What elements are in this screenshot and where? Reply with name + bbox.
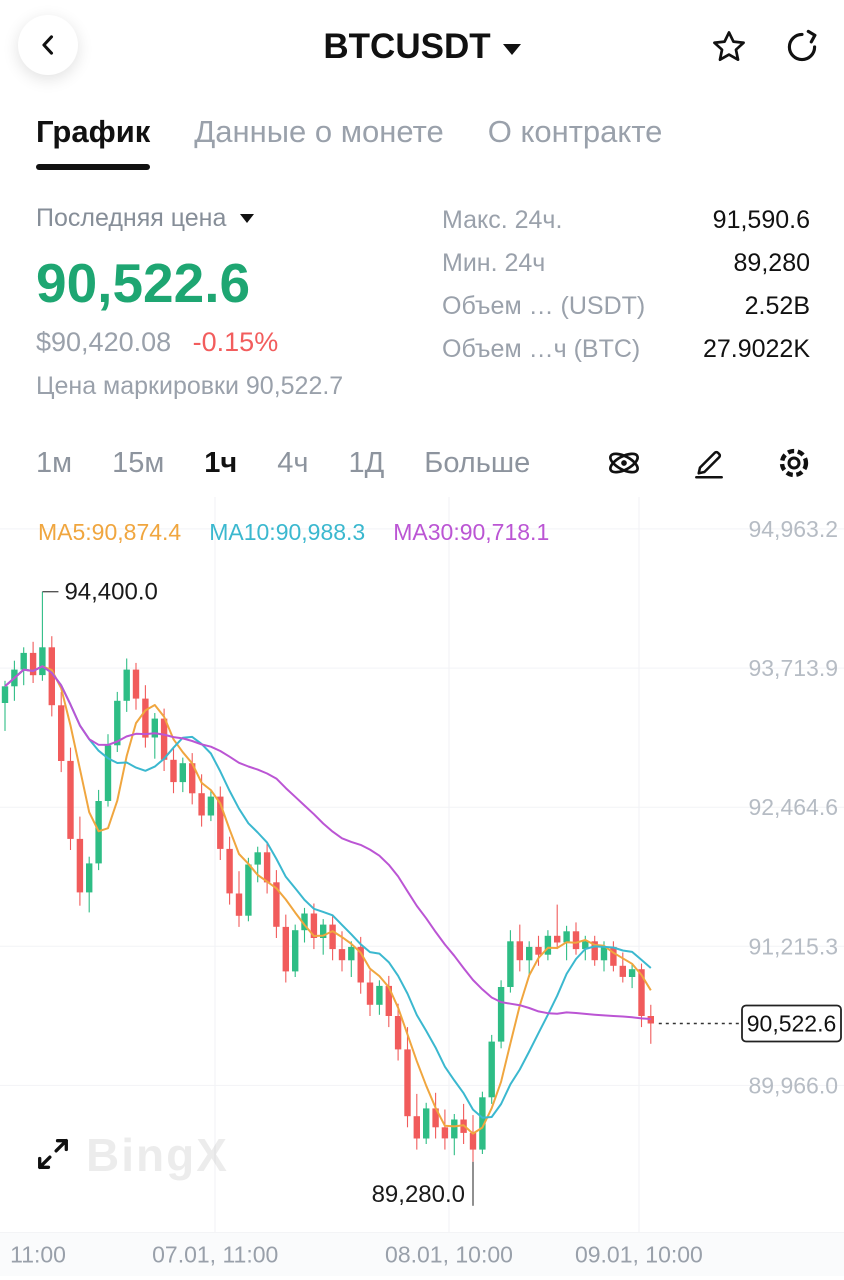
price-type-selector[interactable]: Последняя цена [36,204,343,233]
fullscreen-button[interactable] [32,1133,74,1180]
chevron-left-icon [42,35,54,55]
svg-text:93,713.9: 93,713.9 [748,655,838,681]
draw-pencil-icon[interactable] [690,444,728,482]
change-percent: -0.15% [192,327,279,357]
x-axis-label: 08.01, 10:00 [385,1241,513,1267]
fiat-price-row: $90,420.08 -0.15% [36,327,343,358]
ma5-label: MA5:90,874.4 [38,519,182,545]
ma-legend: MA5:90,874.4 MA10:90,988.3 MA30:90,718.1 [38,519,549,546]
stat-label: Объем …ч (BTC) [442,335,641,363]
tab-chart[interactable]: График [36,114,151,170]
stat-row-volume-btc: Объем …ч (BTC) 27.9022K [442,335,810,364]
tab-coin-data[interactable]: Данные о монете [194,114,444,149]
chevron-down-icon [502,43,521,55]
tab-bar: График Данные о монете О контракте [0,94,844,170]
ma30-label: MA30:90,718.1 [393,519,550,545]
stats-block: Макс. 24ч. 91,590.6 Мин. 24ч 89,280 Объе… [442,204,810,401]
tab-contract-info[interactable]: О контракте [487,114,663,149]
timeframe-4h[interactable]: 4ч [277,446,309,479]
svg-text:92,464.6: 92,464.6 [748,794,838,820]
svg-text:94,963.2: 94,963.2 [748,516,838,542]
timeframe-15m[interactable]: 15м [112,446,165,479]
mark-price: Цена маркировки 90,522.7 [36,372,344,400]
svg-text:91,215.3: 91,215.3 [748,933,838,959]
svg-text:90,522.6: 90,522.6 [747,1011,837,1037]
refresh-icon[interactable] [784,29,820,65]
candlestick-chart[interactable]: 94,963.2 93,713.9 92,464.6 91,215.3 89,966.0… [0,497,844,1232]
favorite-star-icon[interactable] [710,28,748,66]
page-title: BTCUSDT [323,27,491,66]
svg-text:94,400.0: 94,400.0 [64,579,157,606]
indicator-icon[interactable] [604,443,644,483]
svg-text:89,280.0: 89,280.0 [372,1181,465,1208]
settings-gear-icon[interactable] [774,443,814,483]
expand-arrows-icon [38,1139,68,1169]
header-actions [710,0,820,94]
svg-text:89,966.0: 89,966.0 [748,1072,838,1098]
ma10-label: MA10:90,988.3 [209,519,366,545]
stat-row-volume-usdt: Объем … (USDT) 2.52B [442,292,810,321]
x-axis-label: 07.01, 11:00 [152,1241,279,1267]
chart-area: 94,963.2 93,713.9 92,464.6 91,215.3 89,966.0… [0,497,844,1232]
bingx-watermark: BingX [86,1129,229,1181]
stat-value: 91,590.6 [712,206,810,234]
chart-tools [604,443,814,483]
timeframe-1d[interactable]: 1Д [348,446,385,479]
last-price-value: 90,522.6 [36,252,251,314]
timeframe-1m[interactable]: 1м [36,446,73,479]
x-axis-label: 09.01, 10:00 [574,1241,703,1267]
price-type-label: Последняя цена [36,204,227,232]
last-price-block: Последняя цена 90,522.6 $90,420.08 -0.15… [36,204,343,401]
stat-value: 2.52B [744,292,810,320]
price-panel: Последняя цена 90,522.6 $90,420.08 -0.15… [0,170,844,401]
header: BTCUSDT [0,0,844,94]
timeframe-more[interactable]: Больше [424,446,531,479]
symbol-selector[interactable]: BTCUSDT [323,27,521,67]
chevron-down-icon [240,214,255,223]
x-axis-strip: 11:00 07.01, 11:00 08.01, 10:00 09.01, 10:0… [0,1232,844,1276]
stat-row-high: Макс. 24ч. 91,590.6 [442,206,810,235]
timeframe-1h[interactable]: 1ч [204,446,238,479]
stat-value: 27.9022K [702,335,810,363]
stat-value: 89,280 [733,249,810,277]
stat-row-low: Мин. 24ч 89,280 [442,249,810,278]
fiat-price: $90,420.08 [36,327,172,357]
stat-label: Мин. 24ч [442,249,546,277]
timeframe-bar: 1м 15м 1ч 4ч 1Д Больше [0,401,844,493]
stat-label: Макс. 24ч. [442,206,563,234]
x-axis-label: 11:00 [10,1241,66,1267]
back-button[interactable] [18,15,78,75]
stat-label: Объем … (USDT) [442,292,646,320]
